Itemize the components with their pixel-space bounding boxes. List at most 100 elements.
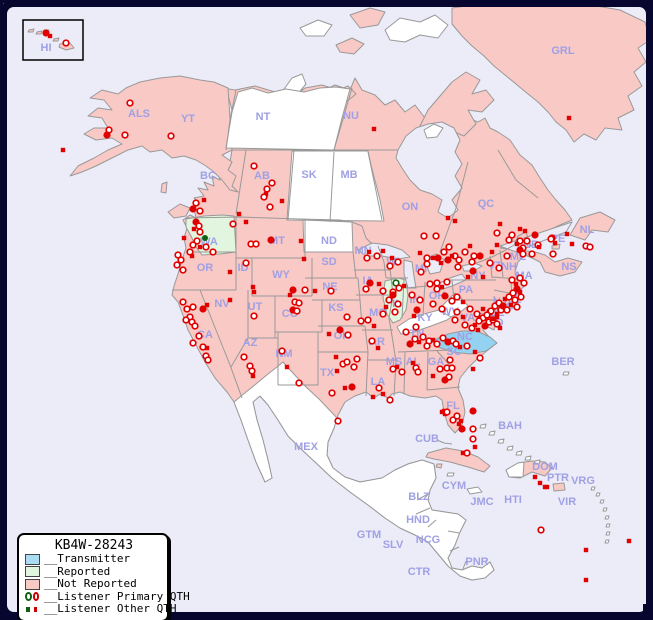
listener-marker bbox=[438, 260, 444, 266]
hudson-bay bbox=[395, 121, 463, 219]
listener-marker bbox=[416, 296, 424, 304]
listener-marker bbox=[413, 306, 421, 314]
region-label: NC bbox=[457, 331, 473, 343]
listener-marker bbox=[410, 360, 416, 366]
listener-marker bbox=[392, 279, 400, 287]
listener-marker bbox=[279, 198, 285, 204]
hawaii-inset bbox=[22, 19, 84, 61]
listener-marker bbox=[536, 244, 542, 250]
listener-marker bbox=[293, 307, 301, 315]
listener-marker bbox=[494, 314, 500, 320]
listener-marker bbox=[476, 252, 484, 260]
listener-marker bbox=[455, 256, 463, 264]
region-label: JMC bbox=[470, 496, 493, 508]
listener-marker bbox=[564, 231, 570, 237]
listener-marker bbox=[353, 355, 361, 363]
listener-marker bbox=[453, 412, 461, 420]
listener-marker bbox=[227, 297, 233, 303]
listener-marker bbox=[209, 248, 217, 256]
region-label: IN bbox=[410, 294, 421, 306]
region-label: CYM bbox=[442, 480, 466, 492]
listener-marker bbox=[417, 250, 423, 256]
region-label: NL bbox=[580, 224, 595, 236]
listener-marker bbox=[423, 342, 431, 350]
listener-marker bbox=[466, 305, 474, 313]
region-label: ND bbox=[321, 235, 337, 247]
region-label: QC bbox=[478, 198, 495, 210]
region-label: OH bbox=[429, 290, 446, 302]
island-haida-gwaii bbox=[160, 181, 168, 194]
region-label: KY bbox=[417, 312, 433, 324]
region-label: NU bbox=[343, 110, 359, 122]
listener-marker bbox=[443, 278, 451, 286]
listener-marker bbox=[440, 248, 448, 256]
listener-marker bbox=[439, 334, 447, 342]
listener-marker bbox=[362, 285, 370, 293]
region-label: NT bbox=[256, 111, 271, 123]
listener-marker bbox=[432, 232, 440, 240]
listener-marker bbox=[439, 284, 445, 290]
listener-marker bbox=[394, 364, 400, 370]
legend-item: __Listener Primary QTH bbox=[25, 590, 190, 604]
listener-marker bbox=[473, 310, 481, 318]
listener-marker bbox=[457, 344, 463, 350]
listener-marker bbox=[201, 197, 207, 203]
region-haiti bbox=[505, 461, 525, 478]
listener-marker bbox=[517, 293, 525, 301]
listener-marker bbox=[202, 235, 208, 241]
listener-marker bbox=[386, 396, 394, 404]
listener-marker bbox=[467, 243, 473, 249]
listener-marker bbox=[472, 322, 478, 328]
island-cayman bbox=[446, 472, 455, 477]
listener-marker bbox=[371, 323, 377, 329]
listener-marker bbox=[301, 256, 307, 262]
listener-marker bbox=[469, 407, 477, 415]
florida-keys bbox=[436, 439, 453, 445]
listener-marker bbox=[451, 316, 459, 324]
listener-marker bbox=[433, 279, 441, 287]
listener-marker bbox=[103, 131, 111, 139]
listener-marker bbox=[456, 421, 462, 427]
listener-marker bbox=[458, 425, 466, 433]
island-jamaica bbox=[466, 486, 483, 495]
listener-marker bbox=[252, 240, 260, 248]
listener-marker bbox=[453, 308, 461, 316]
listener-marker bbox=[334, 417, 342, 425]
region-label: WY bbox=[272, 269, 290, 281]
listener-marker bbox=[371, 126, 377, 132]
listener-marker bbox=[626, 538, 632, 544]
listener-marker bbox=[357, 317, 365, 325]
state-borders bbox=[172, 87, 539, 570]
listener-marker bbox=[497, 221, 503, 227]
island-newfoundland bbox=[569, 211, 616, 241]
listener-marker bbox=[167, 132, 175, 140]
island-ellesmere bbox=[384, 14, 449, 43]
region-label: CUB bbox=[415, 433, 439, 445]
listener-marker bbox=[483, 311, 491, 319]
listener-marker bbox=[532, 474, 538, 480]
listener-marker bbox=[449, 253, 455, 259]
listener-marker bbox=[448, 364, 456, 372]
region-label: WV bbox=[441, 306, 459, 318]
region-label: GA bbox=[428, 356, 445, 368]
listener-marker bbox=[486, 259, 494, 267]
region-label: FL bbox=[446, 400, 460, 412]
region-label: NS bbox=[561, 261, 576, 273]
listener-marker bbox=[463, 342, 471, 350]
island-southampton bbox=[423, 123, 444, 139]
listener-marker bbox=[363, 254, 371, 262]
listener-marker bbox=[373, 252, 381, 260]
listener-marker bbox=[192, 199, 200, 207]
listener-marker bbox=[508, 302, 514, 308]
listener-marker bbox=[509, 289, 517, 297]
region-label: SK bbox=[301, 169, 316, 181]
listener-marker bbox=[298, 238, 304, 244]
listener-marker bbox=[334, 368, 340, 374]
region-label: VRG bbox=[571, 475, 595, 487]
listener-marker bbox=[375, 345, 381, 351]
listener-marker bbox=[406, 340, 414, 348]
region-label: NCG bbox=[416, 534, 440, 546]
listener-marker bbox=[480, 306, 486, 312]
